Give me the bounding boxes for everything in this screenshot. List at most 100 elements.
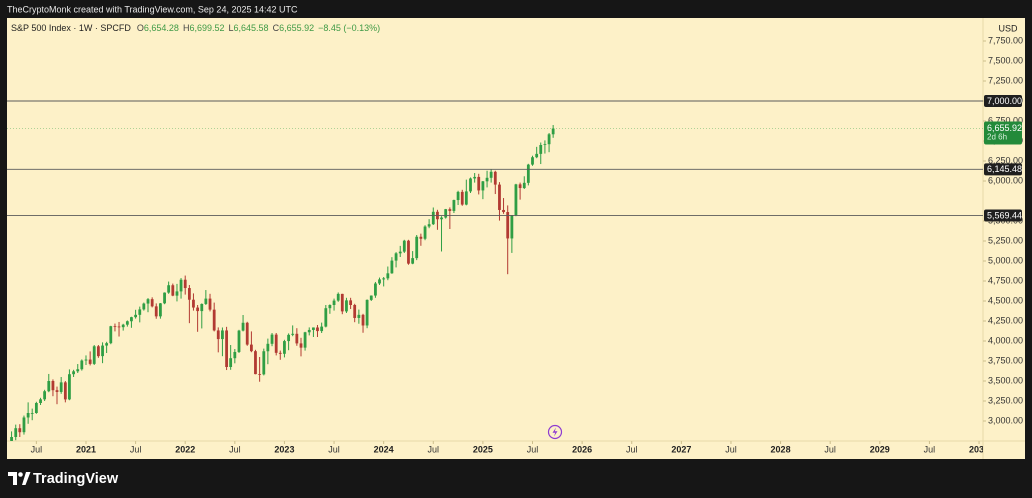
candle-body xyxy=(316,327,319,332)
x-tick-label: Jul xyxy=(924,444,936,454)
candle-body xyxy=(96,346,100,357)
candle-body xyxy=(225,330,228,367)
candle-body xyxy=(59,382,63,392)
candle-body xyxy=(353,305,357,318)
candle-body xyxy=(551,128,555,135)
candle-body xyxy=(423,226,427,239)
candle-body xyxy=(526,164,530,183)
y-tick-label: 6,750.00 xyxy=(988,115,1023,125)
y-tick-label: 6,000.00 xyxy=(988,175,1023,185)
candle-body xyxy=(233,351,237,359)
candle-body xyxy=(394,253,398,261)
candle-body xyxy=(411,258,415,264)
candle-body xyxy=(22,417,26,433)
candle-body xyxy=(266,343,270,352)
candle-body xyxy=(163,292,166,304)
event-icon[interactable] xyxy=(547,424,563,440)
candle-body xyxy=(150,299,154,307)
legend-key: H xyxy=(183,23,190,33)
y-tick-label: 4,750.00 xyxy=(988,275,1023,285)
x-tick-label: Jul xyxy=(31,444,43,454)
candle-body xyxy=(481,181,485,191)
level-label-box xyxy=(984,209,1022,222)
candle-body xyxy=(510,215,514,239)
candle-body xyxy=(493,171,497,185)
candle-body xyxy=(179,279,183,292)
candle-body xyxy=(258,374,262,375)
legend-value: 6,645.58 xyxy=(234,23,269,33)
candle-body xyxy=(336,293,340,301)
candle-body xyxy=(84,359,88,361)
candle-body xyxy=(444,209,448,218)
candle-body xyxy=(307,329,311,333)
candle-body xyxy=(200,303,204,312)
candle-body xyxy=(241,322,245,331)
x-tick-label: Jul xyxy=(130,444,142,454)
candle-body xyxy=(159,303,162,317)
y-tick-label: 7,500.00 xyxy=(988,55,1023,65)
x-tick-label: 2022 xyxy=(175,444,195,454)
candle-body xyxy=(427,224,431,227)
legend-title: S&P 500 Index · 1W · SPCFD xyxy=(11,23,131,33)
candle-body xyxy=(229,358,233,367)
candle-body xyxy=(121,324,125,328)
candle-body xyxy=(72,371,75,375)
logo-dot[interactable] xyxy=(18,472,23,477)
x-tick-label: Jul xyxy=(725,444,737,454)
candle-body xyxy=(146,299,150,304)
candle-body xyxy=(167,285,171,293)
x-tick-label: 2028 xyxy=(771,444,791,454)
candle-body xyxy=(208,298,212,310)
y-tick-label: 4,250.00 xyxy=(988,315,1023,325)
candle-body xyxy=(278,352,282,354)
x-tick-label: 2024 xyxy=(374,444,394,454)
candle-body xyxy=(369,295,373,300)
candle-body xyxy=(539,145,543,154)
candle-body xyxy=(254,351,257,375)
x-tick-label: 2027 xyxy=(671,444,691,454)
y-tick-label: 3,500.00 xyxy=(988,375,1023,385)
candle-body xyxy=(154,306,158,317)
candle-body xyxy=(183,279,187,289)
legend: S&P 500 Index · 1W · SPCFD O6,654.28 H6,69… xyxy=(11,23,380,33)
candle-body xyxy=(105,343,109,346)
candle-body xyxy=(531,157,534,165)
event-bolt[interactable] xyxy=(552,427,558,437)
candle-body xyxy=(440,217,443,220)
watermark: TheCryptoMonk created with TradingView.c… xyxy=(7,4,298,14)
candle-body xyxy=(274,334,278,353)
x-tick-label: 2025 xyxy=(473,444,493,454)
candle-body xyxy=(378,279,381,284)
candle-body xyxy=(192,299,195,308)
level-label: 7,000.00 xyxy=(987,96,1022,106)
x-tick-label: Jul xyxy=(428,444,440,454)
candle-body xyxy=(522,182,526,189)
candle-body xyxy=(130,317,133,322)
candle-body xyxy=(340,293,344,312)
candle-body xyxy=(55,390,59,392)
candle-body xyxy=(398,251,402,254)
x-tick-label: 2029 xyxy=(870,444,890,454)
y-tick-label: 7,750.00 xyxy=(988,35,1023,45)
logo-mark[interactable] xyxy=(8,472,17,485)
logo-slash[interactable] xyxy=(22,472,31,485)
candle-body xyxy=(216,330,220,340)
brand-logo[interactable]: TradingView xyxy=(8,471,119,487)
candles xyxy=(10,125,555,441)
candle-body xyxy=(382,278,386,280)
brand-name[interactable]: TradingView xyxy=(33,471,119,487)
last-price-label: 6,655.92 xyxy=(987,123,1022,133)
y-tick-label: 4,500.00 xyxy=(988,295,1023,305)
candle-body xyxy=(365,299,369,326)
legend-key: O xyxy=(137,23,144,33)
candle-body xyxy=(43,391,47,400)
candle-body xyxy=(187,288,191,300)
y-tick-label: 5,000.00 xyxy=(988,255,1023,265)
level-label-box xyxy=(984,95,1022,107)
candle-body xyxy=(237,330,241,352)
candle-body xyxy=(68,374,71,400)
candle-body xyxy=(448,209,452,211)
x-tick-label: Jul xyxy=(328,444,340,454)
